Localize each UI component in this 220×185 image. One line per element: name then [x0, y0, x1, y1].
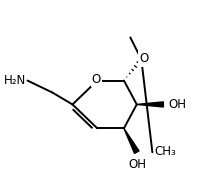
Polygon shape	[137, 102, 163, 107]
Text: OH: OH	[129, 158, 147, 171]
Text: O: O	[139, 53, 149, 66]
Text: OH: OH	[168, 98, 186, 111]
Polygon shape	[124, 128, 139, 153]
Text: O: O	[92, 73, 101, 86]
Text: H₂N: H₂N	[4, 74, 26, 87]
Text: O: O	[139, 52, 149, 65]
Text: CH₃: CH₃	[154, 145, 176, 158]
